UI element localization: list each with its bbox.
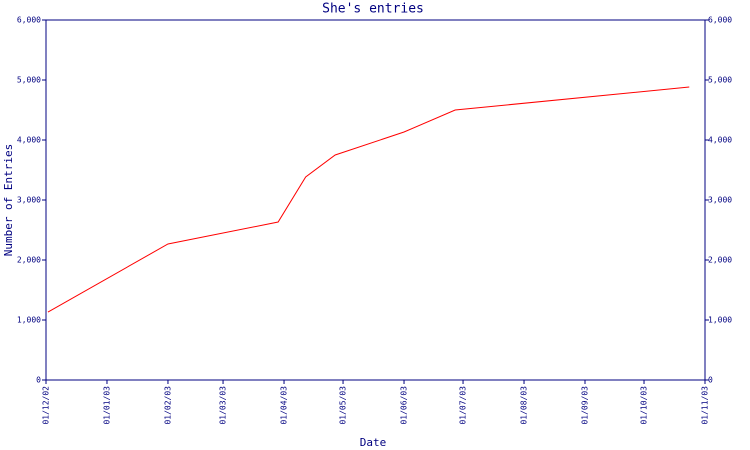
- x-tick-label: 01/04/03: [280, 386, 289, 425]
- chart-title: She's entries: [322, 2, 424, 17]
- x-tick-label: 01/12/02: [42, 386, 51, 425]
- y2-tick-label: 6,000: [708, 16, 732, 25]
- x-tick-label: 01/09/03: [581, 386, 590, 425]
- x-tick-label: 01/06/03: [400, 386, 409, 425]
- y2-tick-label: 4,000: [708, 136, 732, 145]
- y2-tick-label: 0: [708, 376, 713, 385]
- x-axis-title: Date: [360, 436, 387, 449]
- x-tick-label: 01/08/03: [520, 386, 529, 425]
- x-tick-label: 01/07/03: [459, 386, 468, 425]
- x-tick-label: 01/03/03: [219, 386, 228, 425]
- y2-tick-label: 1,000: [708, 316, 732, 325]
- x-tick-label: 01/05/03: [339, 386, 348, 425]
- y-tick-label: 1,000: [17, 316, 41, 325]
- y-tick-label: 2,000: [17, 256, 41, 265]
- x-tick-label: 01/10/03: [640, 386, 649, 425]
- plot-frame: [45, 19, 706, 381]
- y-tick-label: 0: [36, 376, 41, 385]
- y2-tick-label: 5,000: [708, 76, 732, 85]
- x-tick-label: 01/11/03: [701, 386, 710, 425]
- y2-tick-label: 2,000: [708, 256, 732, 265]
- y-tick-label: 6,000: [17, 16, 41, 25]
- y-tick-label: 5,000: [17, 76, 41, 85]
- y-tick-label: 3,000: [17, 196, 41, 205]
- x-tick-label: 01/01/03: [102, 386, 111, 425]
- y-tick-label: 4,000: [17, 136, 41, 145]
- y2-tick-label: 3,000: [708, 196, 732, 205]
- line: [47, 86, 690, 313]
- y-axis-title: Number of Entries: [2, 144, 15, 257]
- x-tick-label: 01/02/03: [163, 386, 172, 425]
